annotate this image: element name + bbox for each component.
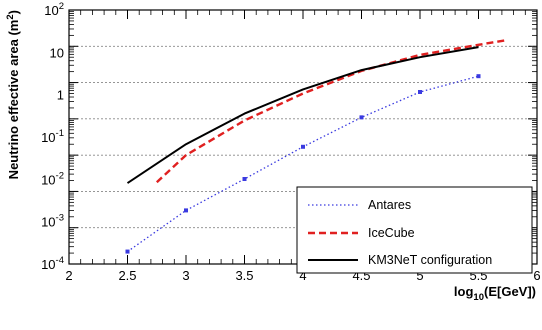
ticks (68, 9, 538, 265)
y-tick-label: 10-3 (41, 213, 64, 230)
data-point-antares (418, 89, 422, 94)
data-point-antares (359, 115, 364, 120)
y-tick-label: 10 (50, 45, 64, 60)
legend: Antares IceCube KM3NeT configuration (296, 186, 533, 274)
legend-box (296, 186, 533, 274)
x-tick-label: 6 (533, 268, 540, 283)
data-point-antares (184, 208, 188, 213)
y-axis-title: Neutrino effective area (m2) (5, 10, 21, 179)
x-tick-label: 3.5 (235, 268, 253, 283)
y-tick-label: 10-4 (41, 255, 64, 272)
data-point-antares (125, 249, 130, 254)
x-tick-label: 3 (182, 268, 189, 283)
legend-label-antares: Antares (368, 198, 411, 212)
y-tick-label: 102 (44, 1, 64, 18)
series-line-km3net (126, 46, 479, 184)
y-tick-label: 10-2 (41, 170, 64, 187)
y-tick-label: 10-1 (41, 128, 64, 145)
data-point-antares (301, 144, 305, 149)
series-layer (125, 38, 508, 254)
x-tick-label: 2.5 (118, 268, 136, 283)
legend-label-icecube: IceCube (368, 226, 415, 240)
x-tick-label: 2 (65, 268, 72, 283)
x-axis-title: log10(E[GeV]) (454, 284, 536, 303)
data-point-antares (476, 74, 481, 79)
y-tick-label: 1 (57, 88, 64, 103)
x-tick-label: 4 (299, 268, 306, 283)
x-tick-label: 5 (416, 268, 423, 283)
data-point-antares (242, 177, 247, 182)
y-tick-labels: 10-4 10-3 10-2 10-1 1 10 102 (41, 1, 64, 272)
series-line-icecube (155, 38, 508, 184)
legend-label-km3net: KM3NeT configuration (368, 253, 492, 267)
